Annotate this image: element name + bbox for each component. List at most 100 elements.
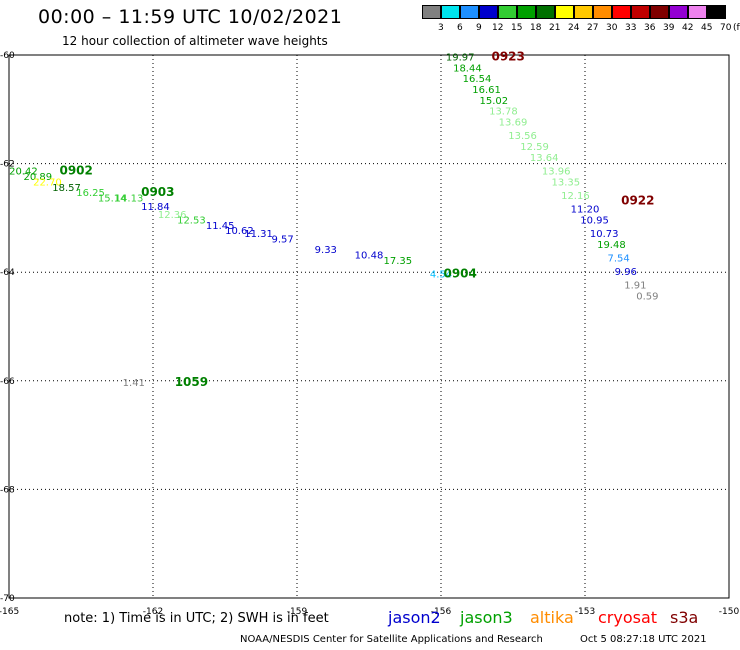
wave-height-label: 22.70 bbox=[33, 177, 62, 188]
wave-height-label: 7.54 bbox=[607, 253, 629, 264]
wave-height-label: 10.95 bbox=[580, 215, 609, 226]
wave-height-label: 9.96 bbox=[615, 267, 637, 278]
wave-height-label: 9.33 bbox=[315, 245, 337, 256]
pass-time-label: 0904 bbox=[443, 267, 476, 281]
wave-height-label: 18.44 bbox=[453, 63, 482, 74]
scale-swatch bbox=[707, 5, 726, 19]
scale-swatch bbox=[650, 5, 669, 19]
scale-swatch bbox=[688, 5, 707, 19]
chart-title: 00:00 – 11:59 UTC 10/02/2021 bbox=[38, 6, 343, 28]
scale-swatch bbox=[574, 5, 593, 19]
scale-label: 30 bbox=[606, 23, 618, 33]
scale-label: 3 bbox=[438, 23, 444, 33]
wave-height-label: 12.53 bbox=[177, 215, 206, 226]
generation-timestamp: Oct 5 08:27:18 UTC 2021 bbox=[580, 634, 707, 645]
wave-height-label: 19.48 bbox=[597, 240, 626, 251]
scale-swatch bbox=[498, 5, 517, 19]
pass-time-label: 0922 bbox=[621, 193, 654, 207]
scale-label: 36 bbox=[644, 23, 656, 33]
plot-frame bbox=[8, 54, 730, 599]
wave-height-label: 11.84 bbox=[141, 202, 170, 213]
wave-height-label: 9.57 bbox=[271, 234, 293, 245]
scale-swatch bbox=[536, 5, 555, 19]
wave-height-label: 4.54 bbox=[430, 270, 452, 281]
y-tick-label: -68 bbox=[0, 485, 15, 495]
pass-time-label: 0903 bbox=[141, 185, 174, 199]
scale-label: 12 bbox=[492, 23, 504, 33]
wave-height-label: 15.02 bbox=[479, 96, 508, 107]
wave-height-label: 13.96 bbox=[542, 166, 571, 177]
scale-label: 24 bbox=[568, 23, 580, 33]
wave-height-label: 11.20 bbox=[571, 204, 600, 215]
pass-time-label: 0902 bbox=[59, 163, 92, 177]
x-tick-label: -159 bbox=[287, 607, 308, 617]
wave-height-label: 16.61 bbox=[472, 85, 501, 96]
wave-height-label: 20.89 bbox=[23, 172, 52, 183]
scale-label: 33 bbox=[625, 23, 637, 33]
scale-label: 9 bbox=[476, 23, 482, 33]
wave-height-label: 18.57 bbox=[52, 183, 81, 194]
scale-swatch bbox=[669, 5, 688, 19]
wave-height-label: 15.14 bbox=[98, 194, 127, 205]
scale-swatch bbox=[593, 5, 612, 19]
scale-label: 70 bbox=[720, 23, 732, 33]
x-tick-label: -153 bbox=[575, 607, 595, 617]
wave-height-label: 17.35 bbox=[383, 256, 412, 267]
scale-label: 39 bbox=[663, 23, 675, 33]
scale-swatch bbox=[555, 5, 574, 19]
scale-swatch bbox=[612, 5, 631, 19]
wave-height-label: 20.42 bbox=[9, 166, 38, 177]
wave-height-label: 11.45 bbox=[206, 221, 235, 232]
wave-height-label: 1.41 bbox=[123, 378, 145, 389]
scale-label: 21 bbox=[549, 23, 561, 33]
legend-entry-jason2: jason2 bbox=[388, 608, 441, 627]
wave-height-label: 13.69 bbox=[499, 118, 528, 129]
wave-height-label: 12.36 bbox=[158, 210, 187, 221]
credit-line: NOAA/NESDIS Center for Satellite Applica… bbox=[240, 634, 543, 645]
legend-entry-cryosat: cryosat bbox=[598, 608, 658, 627]
scale-swatch bbox=[517, 5, 536, 19]
wave-height-label: 10.73 bbox=[590, 229, 619, 240]
scale-swatch bbox=[441, 5, 460, 19]
scale-label: (ft) bbox=[733, 23, 740, 33]
scale-label: 45 bbox=[701, 23, 713, 33]
scale-label: 15 bbox=[511, 23, 523, 33]
x-tick-label: -156 bbox=[431, 607, 452, 617]
y-tick-label: -66 bbox=[0, 377, 15, 387]
wave-height-label: 16.54 bbox=[463, 74, 492, 85]
scale-label: 18 bbox=[530, 23, 542, 33]
wave-height-label: 14.13 bbox=[115, 194, 144, 205]
wave-height-label: 16.25 bbox=[76, 188, 105, 199]
wave-height-label: 12.16 bbox=[561, 191, 590, 202]
wave-height-label: 10.48 bbox=[355, 251, 384, 262]
wave-height-label: 13.56 bbox=[508, 131, 537, 142]
x-tick-label: -165 bbox=[0, 607, 19, 617]
wave-height-label: 13.35 bbox=[551, 177, 580, 188]
wave-height-label: 13.64 bbox=[530, 153, 559, 164]
wave-height-label: 19.97 bbox=[446, 52, 475, 63]
x-tick-label: -162 bbox=[143, 607, 163, 617]
legend-entry-jason3: jason3 bbox=[460, 608, 513, 627]
scale-label: 27 bbox=[587, 23, 599, 33]
scale-swatch bbox=[422, 5, 441, 19]
wave-height-label: 12.59 bbox=[520, 142, 549, 153]
scale-swatch bbox=[479, 5, 498, 19]
y-tick-label: -60 bbox=[0, 51, 15, 61]
pass-time-label: 0923 bbox=[491, 49, 524, 63]
y-tick-label: -64 bbox=[0, 268, 15, 278]
y-tick-label: -62 bbox=[0, 160, 15, 170]
y-tick-label: -70 bbox=[0, 594, 15, 604]
wave-height-label: 1.91 bbox=[624, 280, 646, 291]
scale-swatch bbox=[631, 5, 650, 19]
x-tick-label: -150 bbox=[719, 607, 740, 617]
legend-entry-s3a: s3a bbox=[670, 608, 699, 627]
wave-height-label: 13.78 bbox=[489, 107, 518, 118]
pass-time-label: 1059 bbox=[175, 375, 208, 389]
footnote: note: 1) Time is in UTC; 2) SWH is in fe… bbox=[64, 611, 329, 626]
wave-height-label: 10.62 bbox=[225, 226, 254, 237]
legend-entry-altika: altika bbox=[530, 608, 574, 627]
scale-swatch bbox=[460, 5, 479, 19]
scale-label: 42 bbox=[682, 23, 694, 33]
scale-label: 6 bbox=[457, 23, 463, 33]
